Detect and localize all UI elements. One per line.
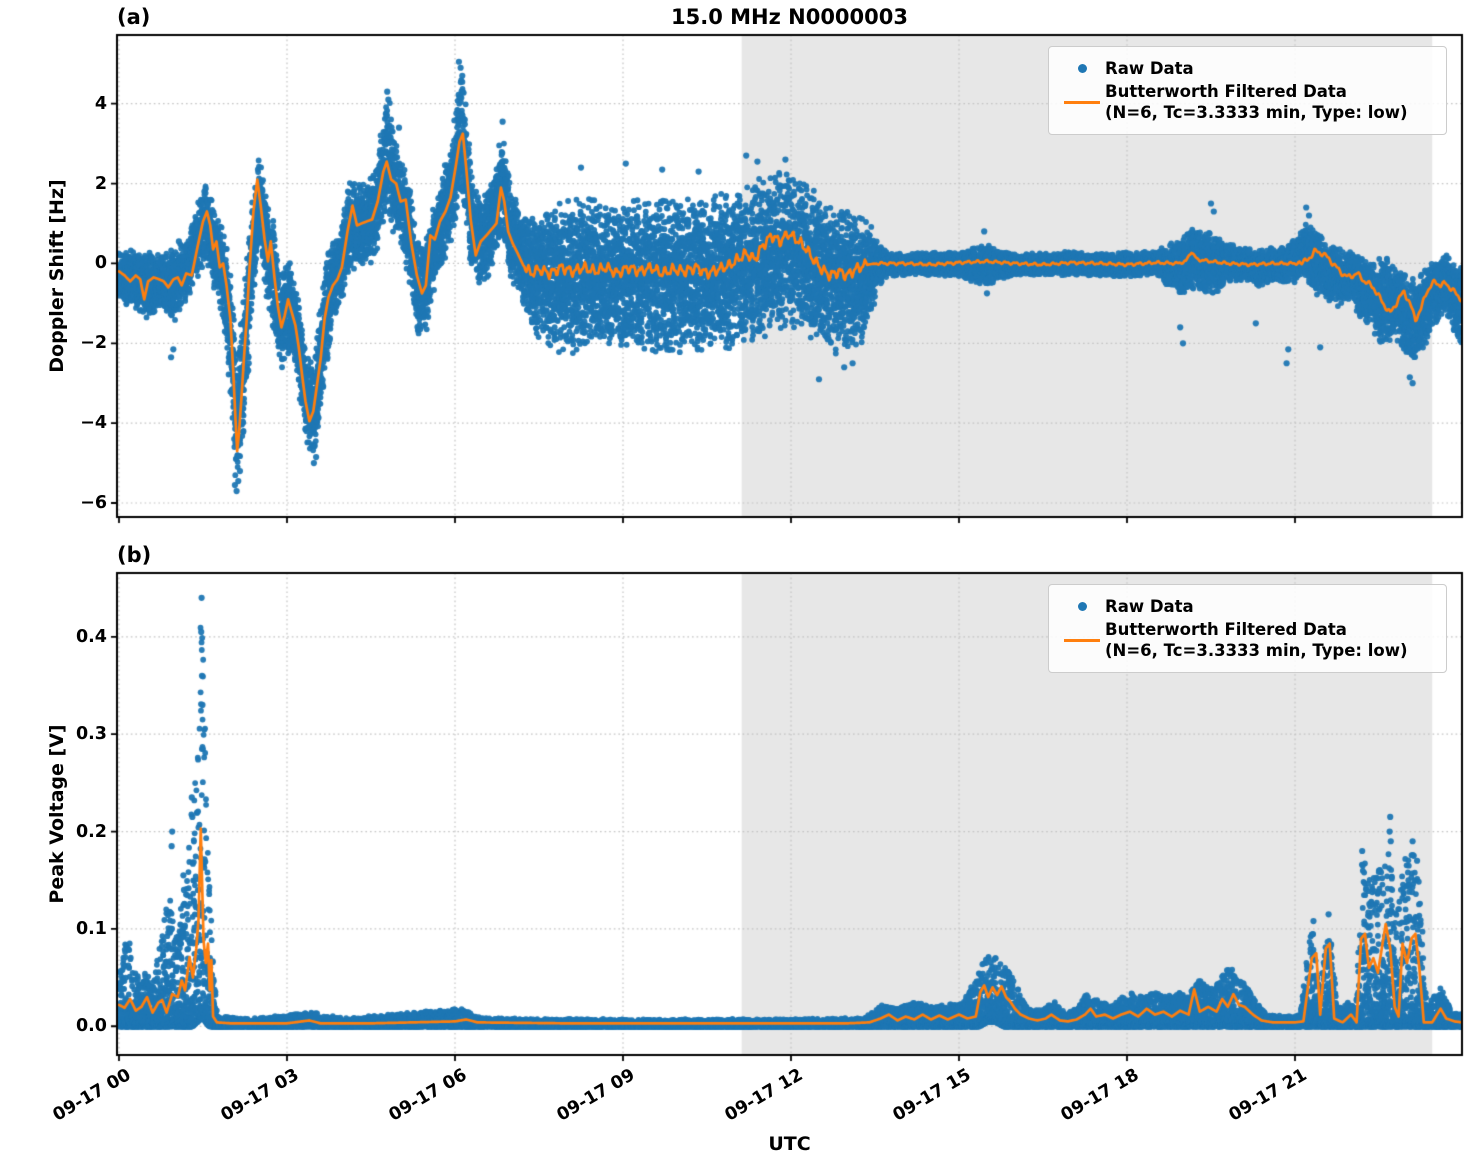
panel-a-label: (a) [117,5,151,29]
raw-data-dot-icon [1059,64,1105,74]
y-tick-label-a-0: 4 [94,93,107,114]
filtered-line-icon [1059,638,1105,642]
y-tick-label-b-0: 0.4 [75,626,107,647]
y-tick-label-a-5: −6 [80,493,107,514]
y-tick-label-b-2: 0.2 [75,821,107,842]
y-tick-label-a-1: 2 [94,173,107,194]
y-axis-label-voltage: Peak Voltage [V] [46,724,68,904]
y-tick-label-b-4: 0.0 [75,1016,107,1037]
chart-title: 15.0 MHz N0000003 [671,5,908,29]
legend-raw-label: Raw Data [1105,597,1194,616]
y-tick-label-a-3: −2 [80,333,107,354]
filtered-line-icon [1059,100,1105,104]
y-tick-label-b-3: 0.1 [75,918,107,939]
legend-raw-label: Raw Data [1105,59,1194,78]
legend-filtered-label: Butterworth Filtered Data (N=6, Tc=3.333… [1105,620,1408,661]
legend-panel-b: Raw Data Butterworth Filtered Data (N=6,… [1048,584,1447,674]
raw-data-dot-icon [1059,602,1105,612]
legend-panel-a: Raw Data Butterworth Filtered Data (N=6,… [1048,46,1447,136]
legend-entry-filtered: Butterworth Filtered Data (N=6, Tc=3.333… [1059,619,1436,661]
panel-b-label: (b) [117,543,152,567]
y-tick-label-a-2: 0 [94,253,107,274]
legend-entry-raw: Raw Data [1059,58,1436,79]
x-axis-label: UTC [768,1133,811,1155]
y-tick-label-a-4: −4 [80,413,107,434]
legend-entry-raw: Raw Data [1059,596,1436,617]
legend-entry-filtered: Butterworth Filtered Data (N=6, Tc=3.333… [1059,81,1436,123]
y-tick-label-b-1: 0.3 [75,724,107,745]
legend-filtered-label: Butterworth Filtered Data (N=6, Tc=3.333… [1105,82,1408,123]
